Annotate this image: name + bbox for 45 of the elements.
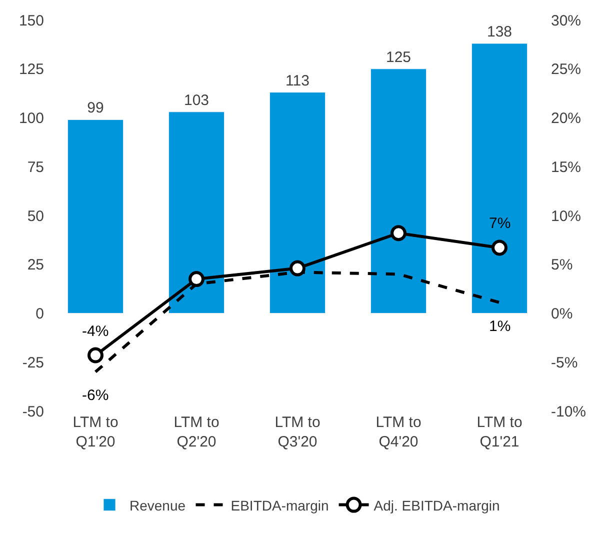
x-tick-label: LTM to Q3'20	[274, 414, 320, 450]
y2-tick-label: 10%	[551, 208, 582, 225]
y2-tick-label: -10%	[551, 403, 586, 420]
legend-label: EBITDA-margin	[230, 497, 329, 514]
point	[188, 271, 204, 288]
data-label: 125	[386, 48, 412, 66]
y-tick-label: 125	[18, 61, 44, 78]
bar	[269, 92, 326, 314]
bar	[471, 43, 528, 314]
point	[290, 260, 306, 276]
y2-tick-label: 20%	[551, 110, 582, 127]
data-label: -4%	[82, 323, 109, 340]
y-tick-label: 0	[36, 306, 44, 322]
y-tick-label: -25	[22, 354, 44, 372]
data-label: 113	[286, 72, 310, 90]
data-label: 138	[486, 23, 512, 40]
y2-tick-label: 25%	[551, 61, 582, 78]
y2-tick-label: 15%	[551, 158, 582, 176]
data-label: 103	[184, 92, 210, 109]
y2-tick-label: 30%	[551, 12, 582, 30]
y2-tick-label: 5%	[551, 256, 573, 274]
data-label: 99	[87, 100, 104, 117]
data-label: 7%	[489, 215, 511, 232]
legend-label: Adj. EBITDA-margin	[374, 497, 500, 514]
bar	[370, 68, 427, 314]
x-tick-label: LTM to Q1'21	[476, 414, 522, 450]
point	[390, 225, 406, 242]
point	[88, 347, 104, 364]
x-tick-label: LTM to Q4'20	[376, 414, 422, 450]
bar	[168, 112, 225, 314]
x-tick-label: LTM to Q1'20	[72, 414, 118, 450]
x-tick-label: LTM to Q2'20	[174, 414, 220, 450]
y-tick-label: -50	[22, 403, 44, 420]
data-label: 1%	[489, 318, 511, 335]
y-tick-label: 50	[27, 208, 44, 225]
bar	[67, 119, 124, 314]
y-tick-label: 75	[27, 158, 44, 176]
y-tick-label: 150	[18, 12, 44, 30]
y2-tick-label: 0%	[551, 306, 573, 322]
data-label: -6%	[82, 387, 109, 404]
y-tick-label: 25	[27, 256, 44, 274]
y-tick-label: 100	[18, 110, 44, 127]
y2-tick-label: -5%	[551, 354, 578, 372]
point	[492, 240, 508, 256]
legend-label: Revenue	[130, 497, 186, 514]
